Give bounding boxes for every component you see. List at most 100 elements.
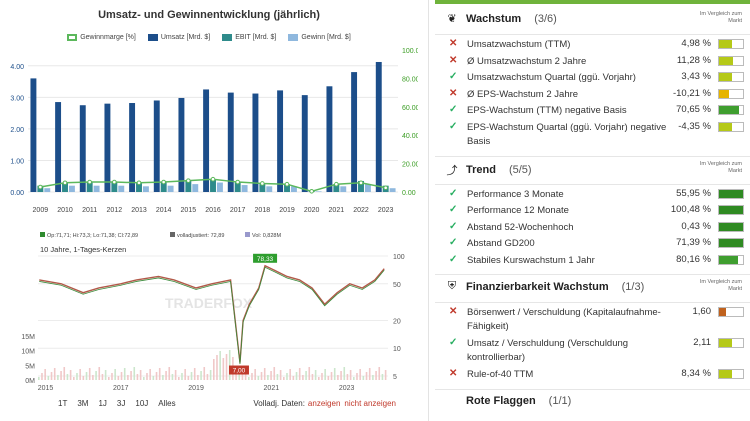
profit-bar: [68, 185, 75, 192]
volume-bar: [219, 351, 221, 380]
section-header[interactable]: ⛨ Finanzierbarkeit Wachstum (1/3): [445, 280, 644, 293]
price-y-tick: 20: [393, 318, 401, 325]
x-tick-label: 2016: [205, 207, 221, 214]
section-title: Wachstum: [466, 12, 522, 25]
range-button[interactable]: 1T: [58, 399, 68, 408]
volume-tick: 0M: [25, 378, 35, 385]
price-x-tick: 2021: [264, 385, 280, 392]
legend-entry[interactable]: Gewinn [Mrd. $]: [288, 34, 351, 41]
volume-bar: [289, 369, 291, 380]
criterion-value: -10,21 %: [672, 87, 711, 99]
volume-bar: [353, 377, 355, 380]
volume-bar: [368, 368, 371, 380]
section-header[interactable]: Rote Flaggen (1/1): [445, 395, 571, 407]
compare-to-market-label: Im Vergleich zum Markt: [699, 11, 742, 24]
price-x-tick: 2023: [339, 385, 355, 392]
section-separator: [435, 302, 750, 303]
volume-bar: [251, 373, 253, 380]
volume-bar: [295, 372, 298, 380]
y-tick-label: 2.00: [10, 127, 24, 134]
revenue-bar: [129, 103, 136, 192]
trend-icon: ⤴: [446, 164, 458, 177]
market-compare-bar: [718, 39, 744, 49]
volume-bar: [155, 372, 158, 380]
revenue-bar: [55, 102, 62, 192]
legend-label: Umsatz [Mrd. $]: [160, 34, 211, 41]
volume-show-link[interactable]: anzeigen: [307, 399, 341, 408]
criterion-value: 80,16 %: [676, 253, 711, 265]
price-y-tick: 5: [393, 374, 397, 381]
legend-swatch: [288, 34, 299, 41]
cross-icon: ✕: [449, 368, 458, 379]
criterion-label: Rule-of-40 TTM: [467, 369, 534, 380]
volume-bar: [308, 367, 311, 380]
section-header[interactable]: ❦ Wachstum (3/6): [445, 12, 556, 26]
volume-bar: [298, 368, 301, 380]
margin-point: [284, 181, 290, 187]
volume-bar: [63, 367, 66, 380]
x-tick-label: 2023: [378, 207, 394, 214]
x-tick-label: 2013: [131, 207, 147, 214]
ebit-bar: [259, 184, 266, 192]
criterion-label: Umsatzwachstum Quartal (ggü. Vorjahr): [467, 72, 636, 83]
sprout-icon: ❦: [447, 13, 457, 25]
x-tick-label: 2018: [255, 207, 271, 214]
criterion-label: EPS-Wachstum (TTM) negative Basis: [467, 105, 627, 116]
check-icon: ✓: [449, 187, 458, 199]
revenue-bar: [79, 105, 86, 192]
legend-label: Gewinnmarge [%]: [80, 34, 136, 41]
range-button[interactable]: 10J: [135, 399, 149, 408]
volume-bar: [174, 370, 177, 380]
volume-bar: [321, 373, 323, 380]
margin-point: [358, 180, 364, 186]
margin-point: [136, 180, 142, 186]
price-y-tick: 100: [393, 254, 405, 261]
price-chart-subtitle: 10 Jahre, 1-Tages-Kerzen: [40, 245, 126, 254]
criterion-label: Umsatzwachstum (TTM): [467, 39, 571, 50]
y-tick-label: 3.00: [10, 95, 24, 102]
market-compare-bar: [718, 121, 744, 132]
x-tick-label: 2010: [57, 207, 73, 214]
section-title: Trend: [466, 163, 496, 176]
legend-entry[interactable]: EBIT [Mrd. $]: [222, 34, 276, 41]
volume-bar: [136, 374, 139, 380]
ebit-bar: [111, 182, 118, 192]
price-legend-swatch: [40, 232, 45, 237]
section-header[interactable]: ⤴ Trend (5/5): [445, 162, 532, 178]
criterion-value: 55,95 %: [676, 187, 711, 199]
market-compare-bar-fill: [719, 56, 734, 65]
volume-bar: [257, 376, 260, 380]
profit-bar: [118, 185, 125, 192]
legend-entry[interactable]: Umsatz [Mrd. $]: [147, 34, 211, 41]
market-compare-bar-fill: [719, 89, 729, 98]
scorecard-top-bar: [435, 0, 750, 4]
criterion-value: 70,65 %: [676, 104, 711, 115]
market-compare-bar-fill: [719, 308, 727, 316]
range-button[interactable]: Alles: [158, 399, 176, 408]
volume-bar: [41, 373, 43, 380]
volume-bar: [197, 375, 199, 380]
volume-bar: [209, 370, 212, 380]
volume-bar: [381, 374, 384, 380]
volume-bar: [104, 370, 107, 380]
profit-bar: [389, 188, 396, 192]
volume-bar: [372, 375, 374, 380]
volume-bar: [349, 370, 352, 380]
criterion-label: Umsatz / Verschuldung (Verschuldung kont…: [467, 338, 629, 363]
compare-to-market-label: Im Vergleich zum Markt: [699, 160, 742, 174]
legend-swatch: [222, 34, 233, 41]
volume-bar: [193, 368, 196, 380]
range-button[interactable]: 3J: [116, 399, 126, 408]
volume-bar: [158, 368, 161, 380]
volume-bar: [178, 377, 180, 380]
revenue-chart-title: Umsatz- und Gewinnentwicklung (jährlich): [98, 9, 320, 21]
range-button[interactable]: 1J: [98, 399, 107, 408]
volume-bar: [88, 368, 91, 380]
revenue-bar: [153, 100, 160, 192]
range-button[interactable]: 3M: [77, 399, 89, 408]
volume-hide-link[interactable]: nicht anzeigen: [344, 399, 396, 408]
volume-bar: [57, 375, 59, 380]
revenue-bar: [301, 95, 308, 192]
market-compare-bar: [718, 369, 744, 379]
legend-entry[interactable]: Gewinnmarge [%]: [67, 34, 136, 41]
